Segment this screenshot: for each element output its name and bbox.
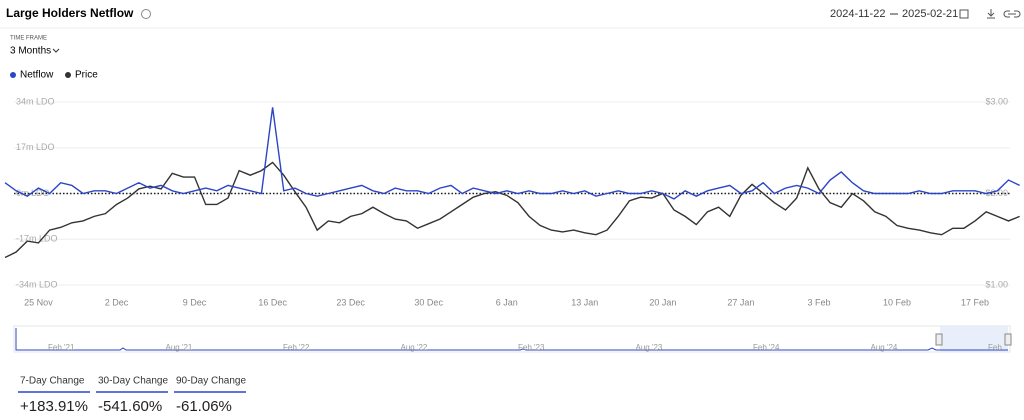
stat-value: -61.06% [176, 398, 232, 415]
stat-label: 30-Day Change [98, 376, 168, 387]
stat-label: 7-Day Change [20, 376, 85, 387]
navigator-label: Feb '21 [48, 343, 75, 352]
link-icon[interactable] [1003, 10, 1021, 18]
navigator-label: Feb '23 [518, 343, 545, 352]
y-tick-label: -34m LDO [16, 279, 58, 289]
x-tick-label: 17 Feb [961, 297, 989, 307]
navigator-line [15, 328, 1008, 351]
series-line [4, 161, 1020, 259]
x-tick-label: 23 Dec [336, 297, 365, 307]
legend-label: Netflow [20, 70, 54, 81]
stat-value: +183.91% [20, 398, 88, 415]
navigator-handle[interactable] [1004, 333, 1012, 346]
x-tick-label: 30 Dec [414, 297, 443, 307]
navigator-selection[interactable] [940, 326, 1008, 352]
y2-tick-label: $1.00 [985, 279, 1008, 289]
navigator-handle[interactable] [935, 333, 943, 346]
navigator[interactable] [13, 325, 1011, 353]
x-tick-label: 13 Jan [571, 297, 598, 307]
stat-value: -541.60% [98, 398, 162, 415]
x-tick-label: 9 Dec [183, 297, 207, 307]
y2-tick-label: $2.00 [985, 188, 1008, 198]
time-frame-label: TIME FRAME [10, 36, 47, 42]
y-tick-label: -17m LDO [16, 234, 58, 244]
dropdown-caret[interactable] [52, 48, 60, 53]
help-icon[interactable] [141, 9, 151, 19]
navigator-label: Aug '24 [871, 343, 898, 352]
navigator-label: Aug '21 [166, 343, 193, 352]
x-tick-label: 27 Jan [727, 297, 754, 307]
x-tick-label: 20 Jan [649, 297, 676, 307]
navigator-label: Feb '22 [283, 343, 310, 352]
y-tick-label: 17m LDO [16, 142, 55, 152]
legend-label: Price [75, 70, 98, 81]
navigator-label: Feb '24 [753, 343, 780, 352]
x-tick-label: 10 Feb [883, 297, 911, 307]
x-tick-label: 2 Dec [105, 297, 129, 307]
stat-label: 90-Day Change [176, 376, 246, 387]
navigator-label: Aug '22 [401, 343, 428, 352]
x-tick-label: 16 Dec [258, 297, 287, 307]
series-line [4, 107, 1020, 200]
legend-swatch [65, 72, 71, 78]
y-tick-label: 34m LDO [16, 96, 55, 106]
download-icon[interactable] [987, 9, 995, 19]
x-tick-label: 3 Feb [807, 297, 830, 307]
navigator-label: Feb [988, 343, 1002, 352]
widget-title: Large Holders Netflow [6, 6, 134, 20]
navigator-label: Aug '23 [636, 343, 663, 352]
y2-tick-label: $3.00 [985, 96, 1008, 106]
time-frame-select[interactable]: 3 Months [10, 46, 51, 57]
x-tick-label: 6 Jan [496, 297, 518, 307]
date-end[interactable]: 2025-02-21 [902, 8, 958, 20]
legend-swatch [10, 72, 16, 78]
date-start[interactable]: 2024-11-22 [830, 8, 885, 20]
x-tick-label: 25 Nov [24, 297, 53, 307]
calendar-icon[interactable] [959, 9, 969, 19]
